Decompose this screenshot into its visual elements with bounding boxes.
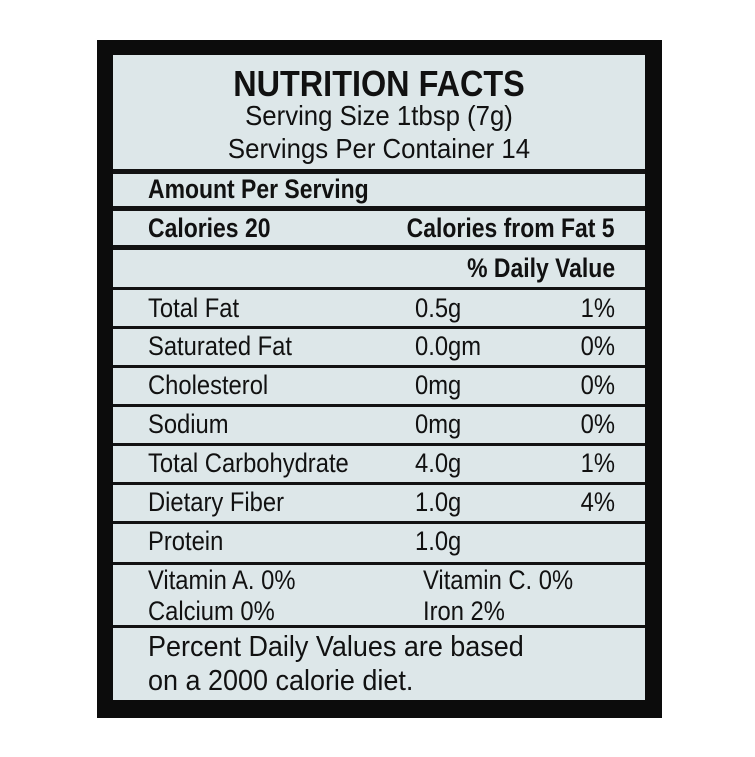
nutrient-name: Saturated Fat bbox=[148, 331, 292, 361]
nutrient-daily-value: 0% bbox=[580, 409, 615, 439]
nutrient-name: Sodium bbox=[148, 409, 229, 439]
divider bbox=[113, 562, 645, 565]
divider bbox=[113, 482, 645, 485]
divider bbox=[113, 326, 645, 329]
nutrient-daily-value: 4% bbox=[580, 487, 615, 517]
serving-size: Serving Size 1tbsp (7g) bbox=[245, 100, 513, 131]
nutrient-daily-value: 0% bbox=[580, 331, 615, 361]
nutrient-name: Total Fat bbox=[148, 293, 240, 323]
divider bbox=[113, 404, 645, 407]
nutrient-name: Protein bbox=[148, 526, 224, 556]
nutrient-amount: 0.0gm bbox=[415, 331, 482, 361]
divider bbox=[113, 287, 645, 290]
daily-value-header: % Daily Value bbox=[467, 253, 615, 283]
nutrient-amount: 1.0g bbox=[415, 526, 462, 556]
vitamin-a: Vitamin A. 0% bbox=[148, 565, 296, 595]
divider bbox=[113, 169, 645, 174]
divider bbox=[113, 521, 645, 524]
nutrient-name: Total Carbohydrate bbox=[148, 448, 349, 478]
nutrient-daily-value: 0% bbox=[580, 370, 615, 400]
iron: Iron 2% bbox=[423, 596, 505, 626]
divider bbox=[113, 443, 645, 446]
nutrient-amount: 0mg bbox=[415, 409, 462, 439]
nutrient-name: Cholesterol bbox=[148, 370, 269, 400]
label-title: NUTRITION FACTS bbox=[233, 63, 525, 104]
nutrient-amount: 4.0g bbox=[415, 448, 462, 478]
nutrient-amount: 1.0g bbox=[415, 487, 462, 517]
nutrient-daily-value: 1% bbox=[580, 293, 615, 323]
divider bbox=[113, 625, 645, 628]
nutrition-facts-panel: NUTRITION FACTS Serving Size 1tbsp (7g) … bbox=[113, 55, 645, 700]
calories-from-fat: Calories from Fat 5 bbox=[407, 213, 615, 243]
calories: Calories 20 bbox=[148, 213, 271, 243]
calcium: Calcium 0% bbox=[148, 596, 275, 626]
divider bbox=[113, 245, 645, 250]
nutrient-daily-value: 1% bbox=[580, 448, 615, 478]
divider bbox=[113, 365, 645, 368]
servings-per-container: Servings Per Container 14 bbox=[227, 133, 531, 164]
nutrient-name: Dietary Fiber bbox=[148, 487, 285, 517]
amount-per-serving: Amount Per Serving bbox=[148, 174, 369, 204]
nutrient-amount: 0mg bbox=[415, 370, 462, 400]
vitamin-c: Vitamin C. 0% bbox=[423, 565, 574, 595]
footnote-line-2: on a 2000 calorie diet. bbox=[148, 665, 414, 697]
divider bbox=[113, 206, 645, 211]
nutrient-amount: 0.5g bbox=[415, 293, 462, 323]
footnote-line-1: Percent Daily Values are based bbox=[148, 631, 524, 663]
